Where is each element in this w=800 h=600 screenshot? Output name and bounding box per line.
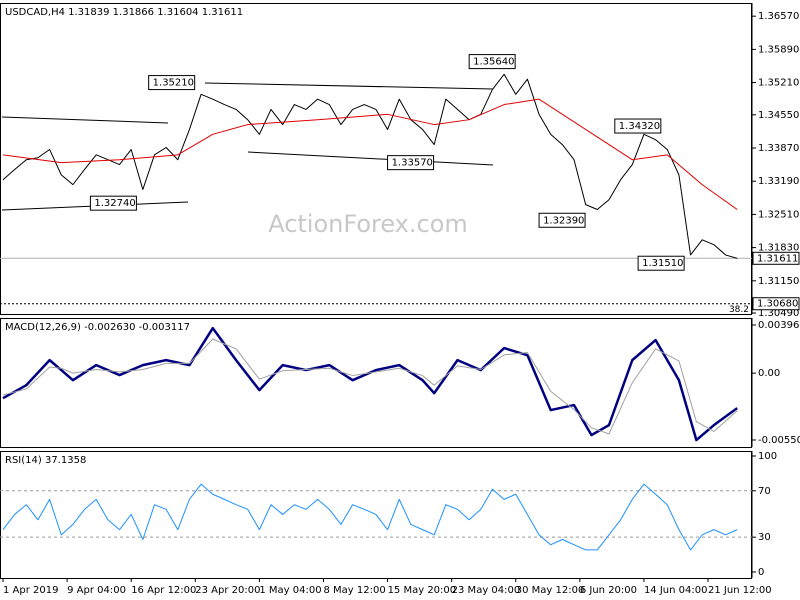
x-tick-label: 14 Jun 04:00 <box>644 585 708 596</box>
y-tick-label: 1.34550 <box>758 110 799 121</box>
y-tick-label: 1.35210 <box>758 78 799 89</box>
last-price-label: 1.31611 <box>757 253 798 264</box>
trendline <box>1 116 169 124</box>
price-label-box <box>89 195 137 211</box>
y-tick-label: 1.31830 <box>758 243 799 254</box>
price-label-box <box>538 212 586 228</box>
series-line <box>2 98 738 210</box>
price-label: 1.35640 <box>473 57 514 68</box>
panel-title: MACD(12,26,9) -0.002630 -0.003117 <box>5 322 190 333</box>
y-tick-label: -0.005503 <box>758 435 800 446</box>
y-tick-label: 100 <box>758 451 777 462</box>
fibo-box <box>752 297 800 311</box>
trendline <box>204 82 494 90</box>
series-line <box>2 483 738 551</box>
x-tick-label: 15 May 20:00 <box>388 585 457 596</box>
price-label: 1.31510 <box>642 258 683 269</box>
series-line <box>2 338 738 435</box>
x-tick-label: 23 May 04:00 <box>452 585 521 596</box>
y-tick-label: 0.003961 <box>758 320 800 331</box>
x-tick-label: 30 May 12:00 <box>516 585 585 596</box>
x-tick-label: 1 Apr 2019 <box>3 585 58 596</box>
price-label: 1.34320 <box>619 121 660 132</box>
y-tick-label: 1.36570 <box>758 11 799 22</box>
x-tick-label: 16 Apr 12:00 <box>131 585 196 596</box>
last-price-box <box>752 251 800 265</box>
y-tick-label: 1.32510 <box>758 209 799 220</box>
price-label-box <box>637 255 685 271</box>
y-tick-label: 70 <box>758 486 771 497</box>
y-tick-label: 1.30490 <box>758 308 799 319</box>
price-label: 1.32390 <box>543 215 584 226</box>
y-tick-label: 30 <box>758 532 771 543</box>
price-label-box <box>148 75 196 91</box>
price-label-box <box>614 118 662 134</box>
y-tick-label: 1.33870 <box>758 143 799 154</box>
panel-title: RSI(14) 37.1358 <box>5 455 86 466</box>
trendlines <box>1 82 494 211</box>
x-tick-label: 6 Jun 20:00 <box>580 585 637 596</box>
trendline <box>247 151 494 166</box>
fibo-level: 38.2 <box>729 305 749 315</box>
price-label-box <box>468 54 516 70</box>
price-label-box <box>387 155 435 171</box>
x-tick-label: 21 Jun 12:00 <box>708 585 772 596</box>
y-tick-label: 0.00 <box>758 368 780 379</box>
price-label: 1.32740 <box>94 198 135 209</box>
y-tick-label: 1.35890 <box>758 44 799 55</box>
x-tick-label: 1 May 04:00 <box>259 585 321 596</box>
panel-title: USDCAD,H4 1.31839 1.31866 1.31604 1.3161… <box>5 7 243 18</box>
y-tick-label: 1.33190 <box>758 176 799 187</box>
y-tick-label: 1.31150 <box>758 276 799 287</box>
series-line <box>2 73 738 259</box>
price-label: 1.33570 <box>392 158 433 169</box>
series-line <box>2 326 738 442</box>
fibo-label: 1.30680 <box>757 299 798 310</box>
price-label: 1.35210 <box>153 78 194 89</box>
x-tick-label: 23 Apr 20:00 <box>195 585 260 596</box>
watermark: ActionForex.com <box>268 210 468 238</box>
y-tick-label: 0 <box>758 567 764 578</box>
x-tick-label: 8 May 12:00 <box>323 585 385 596</box>
x-tick-label: 9 Apr 04:00 <box>67 585 126 596</box>
